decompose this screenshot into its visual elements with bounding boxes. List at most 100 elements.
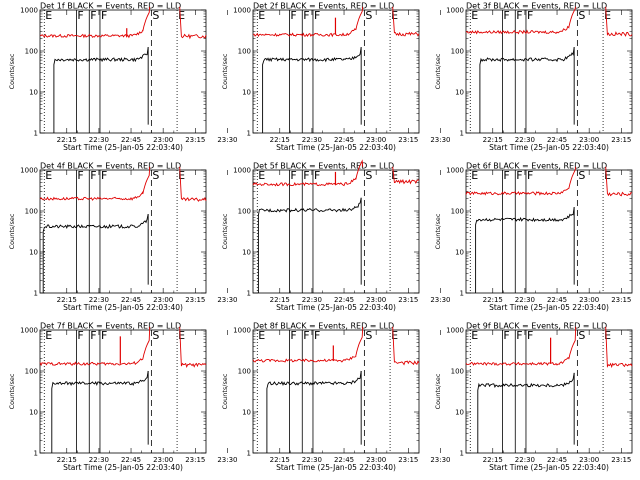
y-tick-label: 1 [460, 130, 464, 138]
axes-frame [465, 329, 633, 454]
y-tick-label: 1000 [233, 327, 251, 335]
x-tick-label: 23:30 [217, 456, 237, 464]
y-tick-label: 1000 [233, 167, 251, 175]
event-marker-label: F [90, 9, 96, 22]
y-axis-label: Counts/sec [221, 53, 229, 89]
y-tick-label: 10 [242, 409, 251, 417]
lld-series-after [179, 6, 207, 40]
panel-det-6: Det 6f BLACK = Events, RED = LLD 1 10 100 10… [434, 162, 633, 312]
panel-title: Det 9f BLACK = Events, RED = LLD [466, 322, 607, 331]
event-marker-label: F [503, 169, 509, 182]
event-marker-label: S [578, 329, 585, 342]
x-tick-label: 22:30 [89, 456, 109, 464]
events-series-line [51, 370, 149, 453]
x-tick-label: 23:00 [579, 456, 599, 464]
event-marker-label: F [527, 9, 533, 22]
lld-series-line [39, 326, 151, 367]
x-tick-label: 22:30 [89, 296, 109, 304]
y-tick-label: 10 [242, 249, 251, 257]
y-tick-label: 1000 [20, 327, 38, 335]
y-tick-label: 1000 [446, 7, 464, 15]
x-tick-label: 22:45 [547, 136, 567, 144]
event-marker-label: F [77, 329, 83, 342]
lld-series-after [179, 166, 207, 202]
x-axis-label: Start Time (25-Jan-05 22:03:40) [276, 303, 396, 312]
panel-det-1: Det 1f BLACK = Events, RED = LLD 1 10 100 10… [8, 2, 238, 153]
y-tick-label: 1000 [446, 167, 464, 175]
events-series-line [262, 47, 362, 133]
x-tick-label: 22:15 [57, 136, 77, 144]
y-tick-label: 10 [242, 89, 251, 97]
y-tick-label: 10 [29, 249, 38, 257]
event-marker-label: E [471, 329, 478, 342]
event-marker-label: F [290, 169, 296, 182]
lld-series-after [179, 326, 207, 369]
events-series-line [479, 47, 575, 133]
y-axis-label: Counts/sec [434, 373, 442, 409]
event-marker-label: E [604, 329, 611, 342]
event-marker-label: S [152, 169, 159, 182]
event-marker-label: E [471, 9, 478, 22]
x-tick-label: 23:15 [398, 296, 418, 304]
event-marker-label: F [303, 169, 309, 182]
event-marker-label: E [258, 9, 265, 22]
x-tick-label: 23:00 [579, 296, 599, 304]
y-axis-label: Counts/sec [8, 53, 16, 89]
panel-title: Det 4f BLACK = Events, RED = LLD [40, 162, 181, 171]
y-tick-label: 100 [451, 368, 464, 376]
x-tick-label: 23:15 [185, 296, 205, 304]
panel-title: Det 1f BLACK = Events, RED = LLD [40, 2, 181, 11]
panel-title: Det 2f BLACK = Events, RED = LLD [253, 2, 394, 11]
panel-title: Det 6f BLACK = Events, RED = LLD [466, 162, 607, 171]
y-tick-label: 1 [34, 290, 38, 298]
event-marker-label: F [77, 9, 83, 22]
event-marker-label: F [503, 9, 509, 22]
event-marker-label: F [314, 329, 320, 342]
events-series-line [266, 370, 362, 453]
x-tick-label: 22:45 [334, 296, 354, 304]
x-tick-label: 22:30 [515, 456, 535, 464]
x-tick-label: 22:15 [483, 456, 503, 464]
x-tick-label: 22:45 [547, 456, 567, 464]
lld-series-line [252, 159, 364, 187]
axes-frame [465, 169, 633, 294]
event-marker-label: F [516, 9, 522, 22]
lld-series-line [465, 6, 577, 35]
event-marker-label: E [45, 329, 52, 342]
event-marker-label: E [45, 9, 52, 22]
event-marker-label: F [527, 169, 533, 182]
x-tick-label: 23:15 [611, 136, 631, 144]
event-marker-label: F [527, 329, 533, 342]
panel-det-9: Det 9f BLACK = Events, RED = LLD 1 10 100 10… [434, 322, 633, 472]
x-tick-label: 22:30 [515, 296, 535, 304]
panel-title: Det 5f BLACK = Events, RED = LLD [253, 162, 394, 171]
events-series-line [257, 197, 362, 293]
panel-det-8: Det 8f BLACK = Events, RED = LLD 1 10 100 10… [221, 322, 451, 473]
x-axis-label: Start Time (25-Jan-05 22:03:40) [276, 143, 396, 152]
axes-frame [252, 169, 420, 294]
event-marker-label: F [303, 329, 309, 342]
x-tick-label: 22:30 [302, 456, 322, 464]
y-tick-label: 10 [29, 409, 38, 417]
event-marker-label: E [471, 169, 478, 182]
x-axis-label: Start Time (25-Jan-05 22:03:40) [276, 463, 396, 472]
event-marker-label: F [77, 169, 83, 182]
x-tick-label: 23:15 [185, 136, 205, 144]
y-tick-label: 1000 [20, 167, 38, 175]
lld-series-line [252, 326, 364, 363]
x-tick-label: 23:30 [430, 296, 450, 304]
x-tick-label: 22:45 [121, 296, 141, 304]
y-tick-label: 1 [460, 290, 464, 298]
y-axis-label: Counts/sec [434, 213, 442, 249]
event-marker-label: F [90, 329, 96, 342]
y-tick-label: 100 [451, 208, 464, 216]
event-marker-label: F [516, 329, 522, 342]
event-marker-label: F [101, 169, 107, 182]
panel-det-7: Det 7f BLACK = Events, RED = LLD 1 10 100 10… [8, 322, 238, 473]
x-tick-label: 23:15 [398, 136, 418, 144]
x-tick-label: 22:15 [270, 136, 290, 144]
y-tick-label: 10 [455, 409, 464, 417]
event-marker-label: E [391, 9, 398, 22]
axes-frame [465, 9, 633, 134]
axes-frame [39, 169, 207, 294]
